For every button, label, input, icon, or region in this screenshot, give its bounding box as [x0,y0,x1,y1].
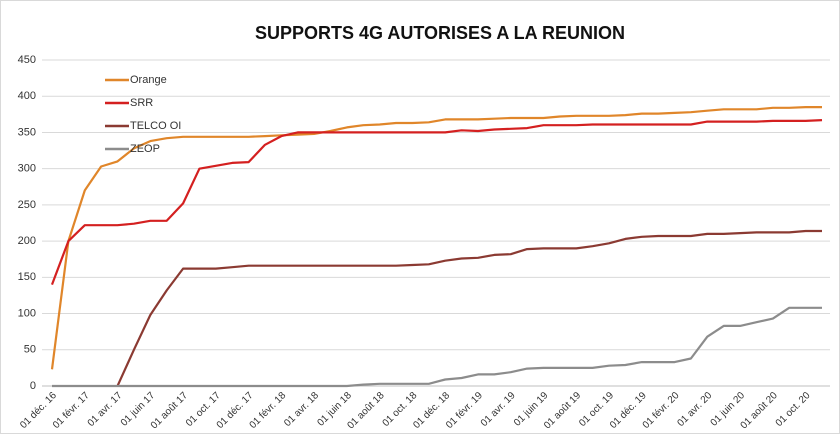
y-tick-label: 250 [18,199,36,211]
series-line [50,119,823,285]
y-tick-label: 300 [18,163,36,175]
y-tick-label: 100 [18,307,36,319]
y-tick-label: 150 [18,271,36,283]
series-line [52,306,822,388]
legend-label: Orange [130,74,167,86]
series-line [116,229,822,387]
series-line [50,106,822,370]
chart-title: SUPPORTS 4G AUTORISES A LA REUNION [255,23,625,43]
legend-label: TELCO OI [130,120,181,132]
y-tick-label: 0 [30,380,36,392]
y-tick-label: 450 [18,54,36,66]
legend-label: ZEOP [130,143,160,155]
y-tick-label: 350 [18,126,36,138]
legend-label: SRR [130,97,153,109]
y-tick-label: 200 [18,235,36,247]
y-tick-label: 400 [18,90,36,102]
y-tick-label: 50 [24,344,36,356]
